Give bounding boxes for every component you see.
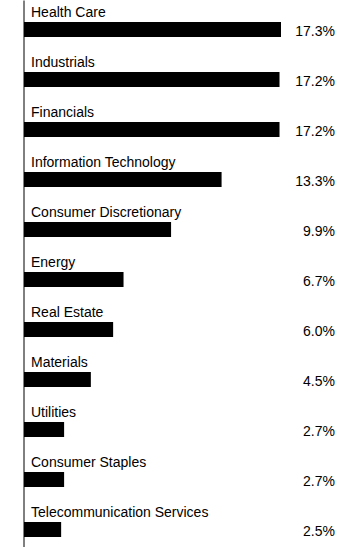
category-label: Telecommunication Services	[31, 504, 208, 520]
category-label: Consumer Discretionary	[31, 204, 181, 220]
bar	[24, 372, 91, 387]
data-label: 2.5%	[303, 523, 335, 539]
bars	[24, 22, 281, 537]
category-label: Energy	[31, 254, 75, 270]
category-label: Financials	[31, 104, 94, 120]
data-label: 17.2%	[295, 123, 335, 139]
category-label: Consumer Staples	[31, 454, 146, 470]
chart: Health Care Industrials Financials Informat…	[0, 0, 360, 547]
data-label: 2.7%	[303, 423, 335, 439]
bar	[24, 72, 280, 87]
category-labels: Health Care Industrials Financials Informat…	[31, 4, 208, 520]
data-label: 4.5%	[303, 373, 335, 389]
data-label: 9.9%	[303, 223, 335, 239]
bar	[24, 522, 61, 537]
bar	[24, 122, 280, 137]
data-labels: 17.3% 17.2% 17.2% 13.3% 9.9% 6.7% 6.0% 4.5% 2.7%…	[295, 23, 335, 539]
category-label: Industrials	[31, 54, 95, 70]
bar	[24, 272, 124, 287]
category-label: Utilities	[31, 404, 76, 420]
bar	[24, 472, 64, 487]
data-label: 2.7%	[303, 473, 335, 489]
data-label: 6.0%	[303, 323, 335, 339]
category-label: Health Care	[31, 4, 106, 20]
category-label: Materials	[31, 354, 88, 370]
bar	[24, 22, 281, 37]
category-label: Real Estate	[31, 304, 104, 320]
category-label: Information Technology	[31, 154, 176, 170]
bar	[24, 322, 113, 337]
bar	[24, 222, 171, 237]
data-label: 13.3%	[295, 173, 335, 189]
bar	[24, 422, 64, 437]
data-label: 17.3%	[295, 23, 335, 39]
data-label: 6.7%	[303, 273, 335, 289]
data-label: 17.2%	[295, 73, 335, 89]
bar	[24, 172, 222, 187]
